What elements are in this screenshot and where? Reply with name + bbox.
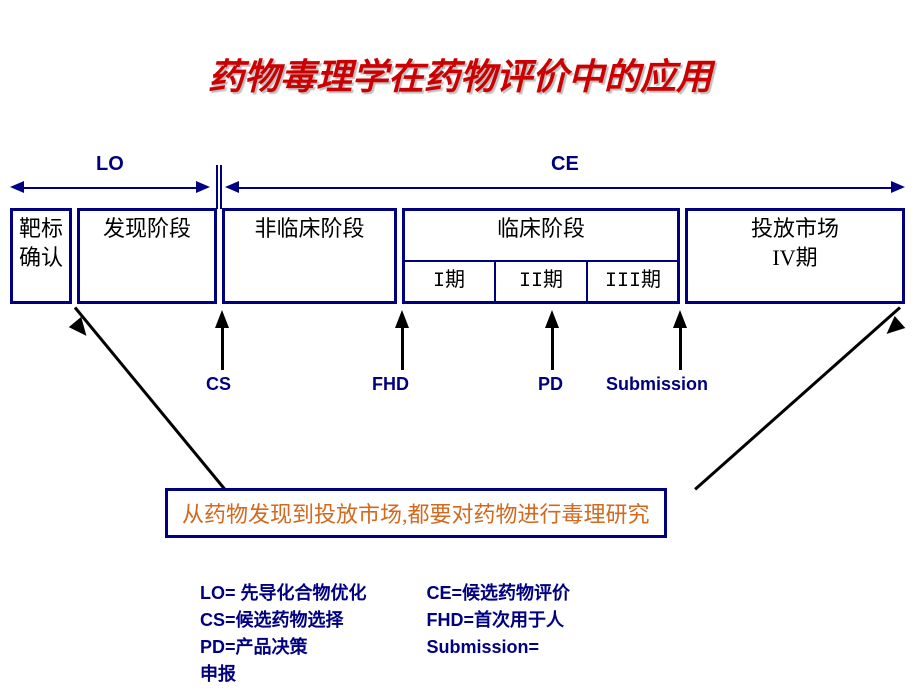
legend-item: Submission= <box>427 634 571 661</box>
legend-item: FHD=首次用于人 <box>427 607 571 634</box>
phase-label-line1: 非临床阶段 <box>225 215 394 244</box>
milestone-arrow-cs <box>220 310 225 370</box>
phase-market: 投放市场IV期 <box>685 208 905 304</box>
legend: LO= 先导化合物优化CS=候选药物选择PD=产品决策申报 CE=候选药物评价F… <box>200 580 570 688</box>
subphase-3: III期 <box>588 260 680 304</box>
phase-label-line2: 确认 <box>13 244 69 273</box>
legend-item: 申报 <box>200 661 367 688</box>
milestone-arrow-fhd <box>400 310 405 370</box>
milestone-arrow-sub <box>678 310 683 370</box>
phase-label-line1: 靶标 <box>13 215 69 244</box>
legend-item: LO= 先导化合物优化 <box>200 580 367 607</box>
phase-label-line1: 发现阶段 <box>80 215 214 244</box>
lo-label: LO <box>96 153 124 176</box>
timeline-header: LO CE <box>10 175 905 205</box>
legend-column-2: CE=候选药物评价FHD=首次用于人Submission= <box>427 580 571 688</box>
arrow-shaft <box>551 326 554 370</box>
phase-label-line2: IV期 <box>688 244 902 273</box>
lo-line <box>22 187 198 189</box>
phase-label-line1: 投放市场 <box>688 215 902 244</box>
subphase-1: I期 <box>402 260 496 304</box>
ce-arrow-left <box>225 181 239 193</box>
phase-label-line1: 临床阶段 <box>405 215 677 244</box>
ce-label: CE <box>551 153 579 176</box>
legend-item: CS=候选药物选择 <box>200 607 367 634</box>
converge-left <box>74 307 226 491</box>
converge-right <box>694 306 901 490</box>
phase-clinical: 临床阶段 I期II期III期 <box>402 208 680 304</box>
phase-row: 靶标确认发现阶段非临床阶段临床阶段 I期II期III期投放市场IV期 <box>10 208 905 304</box>
legend-item: CE=候选药物评价 <box>427 580 571 607</box>
arrow-shaft <box>679 326 682 370</box>
legend-item: PD=产品决策 <box>200 634 367 661</box>
milestone-arrow-pd <box>550 310 555 370</box>
phase-preclin: 非临床阶段 <box>222 208 397 304</box>
callout-box: 从药物发现到投放市场,都要对药物进行毒理研究 <box>165 488 667 538</box>
milestone-label-cs: CS <box>206 374 231 395</box>
slide-title: 药物毒理学在药物评价中的应用 <box>0 48 920 100</box>
phase-target: 靶标确认 <box>10 208 72 304</box>
phase-discovery: 发现阶段 <box>77 208 217 304</box>
ce-arrow-right <box>891 181 905 193</box>
converge-left-head <box>69 317 93 341</box>
subphase-2: II期 <box>496 260 588 304</box>
header-separator <box>216 165 222 209</box>
arrow-shaft <box>221 326 224 370</box>
milestone-label-fhd: FHD <box>372 374 409 395</box>
milestone-label-pd: PD <box>538 374 563 395</box>
arrow-shaft <box>401 326 404 370</box>
milestone-label-sub: Submission <box>606 374 708 395</box>
subphase-row: I期II期III期 <box>402 260 680 304</box>
legend-column-1: LO= 先导化合物优化CS=候选药物选择PD=产品决策申报 <box>200 580 367 688</box>
ce-line <box>237 187 893 189</box>
lo-arrow-left <box>10 181 24 193</box>
lo-arrow-right <box>196 181 210 193</box>
